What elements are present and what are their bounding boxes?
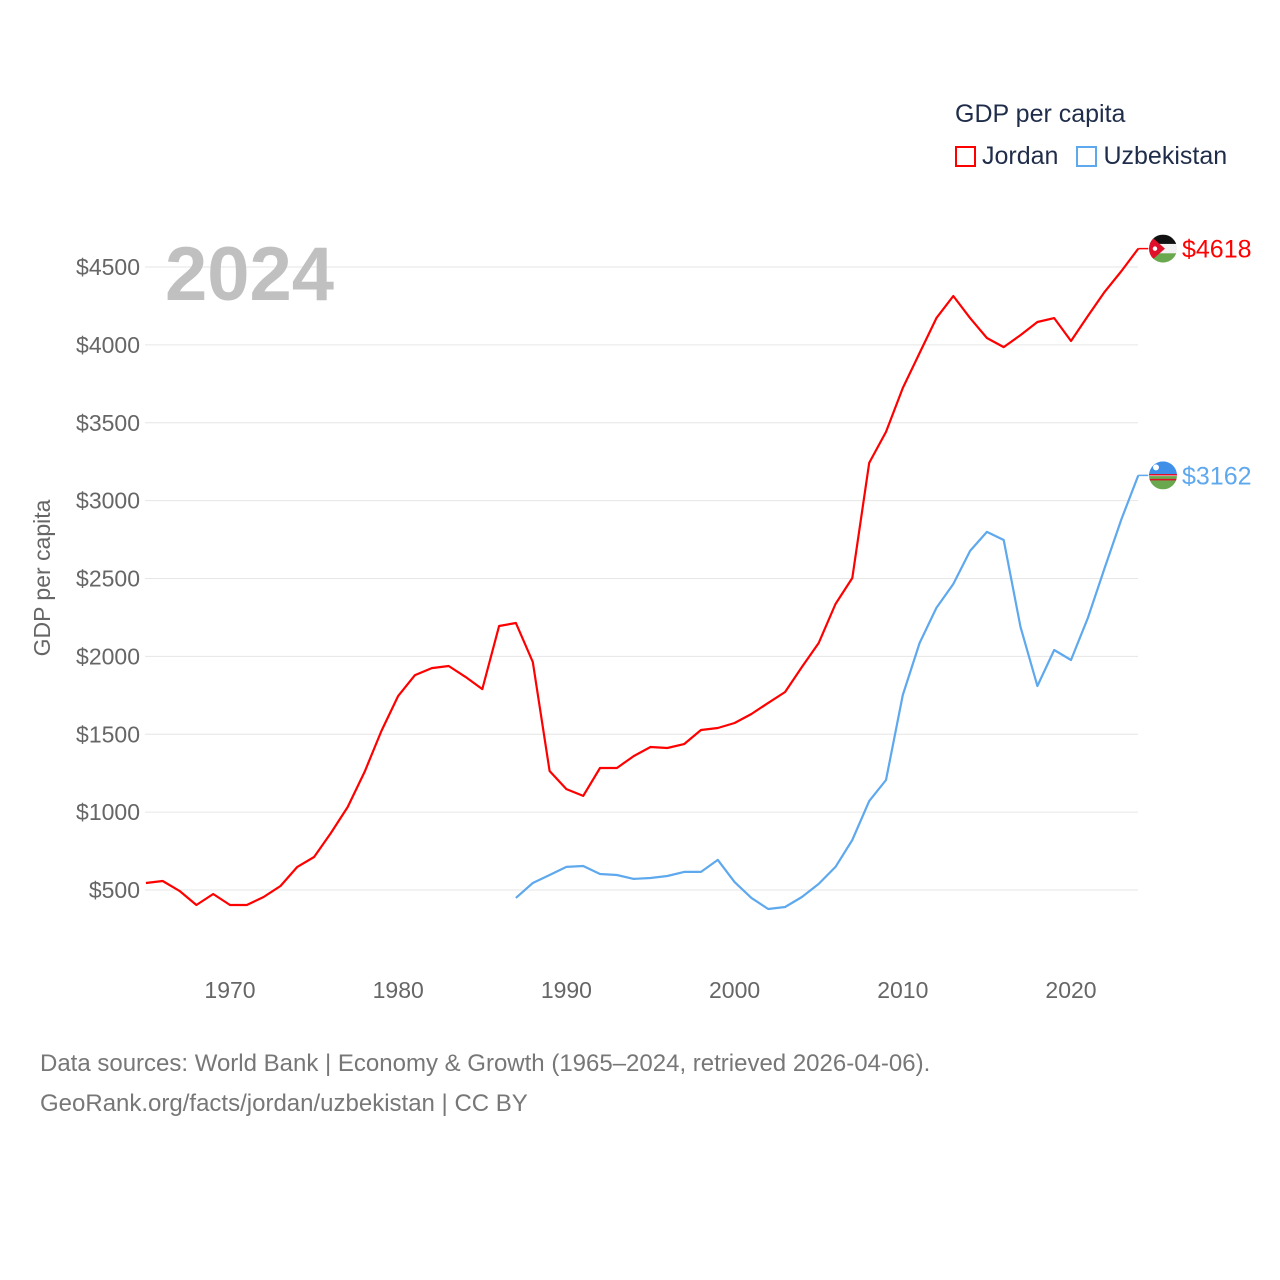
legend-label-uzbekistan: Uzbekistan: [1103, 142, 1228, 170]
legend-label-jordan: Jordan: [982, 142, 1059, 170]
footer: Data sources: World Bank | Economy & Gro…: [40, 1044, 930, 1124]
legend-swatch-jordan: [955, 146, 976, 167]
x-tick-label: 1970: [204, 977, 255, 1003]
y-tick-label: $1000: [76, 799, 140, 825]
legend-item-jordan[interactable]: Jordan: [955, 142, 1058, 171]
legend-item-uzbekistan[interactable]: Uzbekistan: [1076, 142, 1227, 171]
flag-stripe: [1149, 476, 1177, 490]
legend: Jordan Uzbekistan: [955, 142, 1227, 171]
x-tick-label: 2000: [709, 977, 760, 1003]
year-label: 2024: [165, 232, 334, 317]
source-link[interactable]: GeoRank.org/facts/jordan/uzbekistan | CC…: [40, 1090, 528, 1117]
flag-jordan-icon: [1149, 234, 1177, 263]
flag-crescent: [1153, 464, 1159, 471]
flag-stripe: [1149, 253, 1177, 263]
y-tick-label: $4500: [76, 254, 140, 280]
y-tick-label: $4000: [76, 332, 140, 358]
end-value-label-uzbekistan: $3162: [1182, 462, 1252, 490]
flag-body: [1149, 461, 1177, 490]
y-tick-label: $500: [89, 877, 140, 903]
y-tick-label: $3000: [76, 488, 140, 514]
x-tick-label: 2010: [877, 977, 928, 1003]
x-tick-label: 2020: [1045, 977, 1096, 1003]
flag-body: [1149, 234, 1177, 263]
y-tick-label: $2500: [76, 566, 140, 592]
legend-swatch-uzbekistan: [1076, 146, 1098, 167]
x-tick-label: 1980: [373, 977, 424, 1003]
x-tick-label: 1990: [541, 977, 592, 1003]
y-axis-label: GDP per capita: [29, 499, 55, 656]
legend-title: GDP per capita: [955, 100, 1126, 128]
end-value-label-jordan: $4618: [1182, 236, 1252, 264]
flag-star: [1152, 246, 1158, 251]
flag-uzbekistan-icon: [1149, 461, 1177, 490]
data-sources: Data sources: World Bank | Economy & Gro…: [40, 1050, 931, 1077]
flag-stripe: [1149, 234, 1177, 244]
flag-stripe: [1149, 478, 1177, 481]
series-line-jordan: [145, 247, 1140, 907]
y-tick-label: $3500: [76, 410, 140, 436]
series-line-uzbekistan: [515, 475, 1140, 911]
flag-stripe: [1149, 473, 1177, 476]
y-tick-label: $1500: [76, 721, 140, 747]
y-tick-label: $2000: [76, 643, 140, 669]
